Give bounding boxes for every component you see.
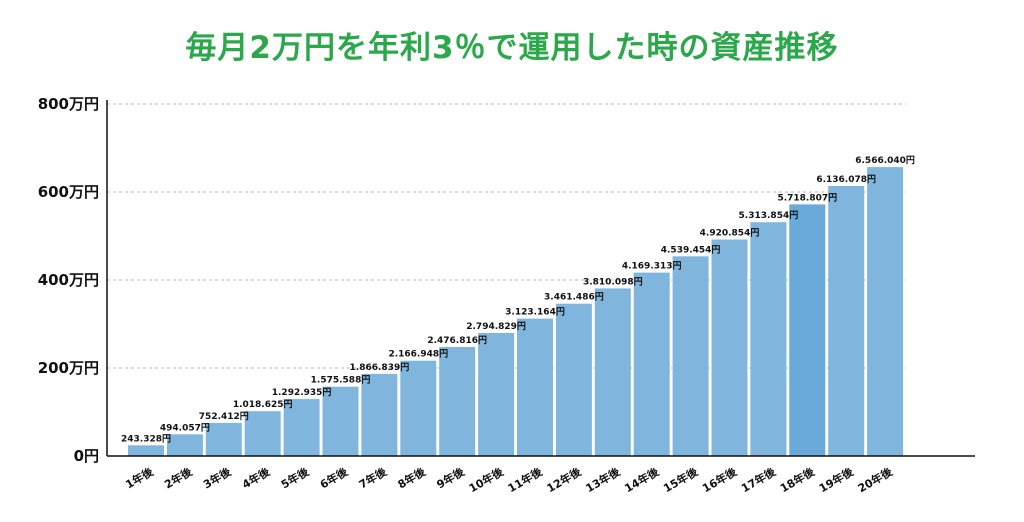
bar <box>555 303 592 456</box>
x-tick-label: 2年後 <box>162 464 196 491</box>
x-tick-label: 6年後 <box>317 464 351 491</box>
x-tick-label: 15年後 <box>661 464 701 495</box>
bar <box>361 373 398 456</box>
x-tick-labels: 1年後 2年後 3年後 4年後 5年後 6年後 7年後 8年後 9年後 10年後 11年後 12年後 1… <box>123 464 896 495</box>
x-tick-label: 13年後 <box>583 464 623 495</box>
bar <box>244 411 281 456</box>
value-label: 5.313.854円 <box>739 210 799 221</box>
bar <box>711 239 748 456</box>
chart-title: 毎月2万円を年利3％で運用した時の資産推移 <box>185 30 839 66</box>
x-tick-label: 7年後 <box>356 464 390 491</box>
bar <box>400 360 437 456</box>
x-tick-label: 9年後 <box>434 464 468 491</box>
value-label: 4.539.454円 <box>661 244 721 255</box>
bar <box>166 434 203 456</box>
value-label: 3.123.164円 <box>505 307 565 318</box>
x-tick-label: 11年後 <box>505 464 545 495</box>
x-tick-label: 16年後 <box>700 464 740 495</box>
x-tick-label: 14年後 <box>622 464 662 495</box>
value-label: 4.169.313円 <box>622 261 682 272</box>
gridlines <box>107 103 906 369</box>
value-label: 1.018.625円 <box>233 399 293 410</box>
bar <box>750 222 787 456</box>
x-tick-label: 5年後 <box>278 464 312 491</box>
x-tick-label: 17年後 <box>739 464 779 495</box>
bar <box>633 272 670 456</box>
x-tick-label: 4年後 <box>240 464 274 491</box>
axes <box>106 100 975 457</box>
y-tick-labels: 0円 200万円 400万円 600万円 800万円 <box>38 95 99 465</box>
bar <box>128 445 164 456</box>
x-tick-label: 10年後 <box>466 464 506 495</box>
value-label: 1.575.588円 <box>311 375 371 386</box>
value-label: 5.718.807円 <box>777 192 837 203</box>
y-tick-label: 600万円 <box>38 183 99 201</box>
bar <box>205 422 242 456</box>
value-label: 3.461.486円 <box>544 292 604 303</box>
bar <box>594 288 631 456</box>
value-label: 494.057円 <box>160 422 210 433</box>
value-labels: 243.328円494.057円752.412円1.018.625円1.292.… <box>121 155 915 444</box>
bar <box>283 399 320 456</box>
y-tick-label: 400万円 <box>38 271 99 289</box>
y-tick-label: 200万円 <box>38 359 99 377</box>
bar <box>828 186 865 456</box>
bar <box>322 386 359 456</box>
value-label: 3.810.098円 <box>583 276 643 287</box>
x-tick-label: 18年後 <box>777 464 817 495</box>
value-label: 2.476.816円 <box>427 335 487 346</box>
value-label: 4.920.854円 <box>700 228 760 239</box>
value-label: 1.866.839円 <box>350 362 410 373</box>
bar <box>867 167 904 456</box>
value-label: 1.292.935円 <box>272 387 332 398</box>
x-tick-label: 8年後 <box>395 464 429 491</box>
y-tick-label: 800万円 <box>38 95 99 113</box>
x-tick-label: 1年後 <box>123 464 157 491</box>
x-tick-label: 3年後 <box>201 464 235 491</box>
value-label: 243.328円 <box>121 433 171 444</box>
y-tick-label: 0円 <box>74 447 99 465</box>
value-label: 752.412円 <box>199 411 249 422</box>
bar <box>517 318 553 456</box>
value-label: 6.566.040円 <box>855 155 915 166</box>
x-tick-label: 19年後 <box>816 464 856 495</box>
x-tick-label: 12年後 <box>544 464 584 495</box>
value-label: 6.136.078円 <box>816 174 876 185</box>
bar <box>789 204 826 456</box>
bar <box>439 347 476 456</box>
value-label: 2.794.829円 <box>466 321 526 332</box>
bar <box>672 256 709 456</box>
x-tick-label: 20年後 <box>855 464 895 495</box>
bars <box>128 167 904 456</box>
bar <box>478 333 515 456</box>
value-label: 2.166.948円 <box>388 349 448 360</box>
